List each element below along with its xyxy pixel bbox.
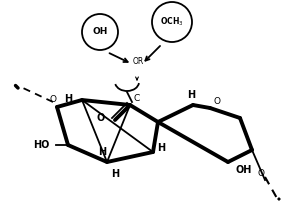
Text: O: O — [97, 113, 105, 123]
Text: C: C — [133, 94, 139, 103]
Text: H: H — [98, 147, 106, 157]
Text: H: H — [187, 90, 195, 100]
Text: H: H — [64, 94, 72, 104]
Text: OCH$_3$: OCH$_3$ — [160, 16, 184, 28]
Text: OH: OH — [92, 28, 108, 37]
Text: OH: OH — [236, 165, 252, 175]
Text: H: H — [111, 169, 119, 179]
Text: HO: HO — [34, 140, 50, 150]
Text: OR: OR — [133, 58, 144, 67]
Text: O: O — [214, 97, 221, 106]
Text: O: O — [49, 95, 57, 104]
Text: O: O — [257, 168, 265, 178]
Text: H: H — [157, 143, 165, 153]
